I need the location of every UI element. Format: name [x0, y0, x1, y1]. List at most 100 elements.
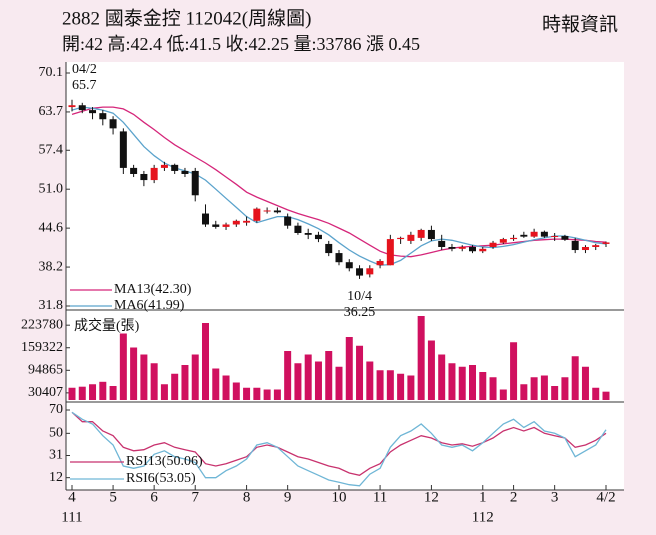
- x-tick-label: 10: [332, 489, 347, 505]
- bar: [109, 386, 117, 400]
- y-tick-label: 159322: [21, 340, 63, 355]
- bar: [140, 354, 148, 400]
- y-tick-label: 63.7: [39, 104, 64, 119]
- line-series: [71, 411, 607, 476]
- bar: [273, 389, 281, 400]
- bar: [345, 337, 353, 400]
- annotation-date: 10/4: [347, 289, 372, 304]
- candle-body: [243, 220, 251, 223]
- x-tick-label: 1: [479, 489, 487, 505]
- bar: [263, 389, 271, 400]
- candle-body: [140, 173, 148, 181]
- bar: [561, 377, 569, 400]
- candle-body: [109, 119, 117, 129]
- bar: [427, 340, 435, 400]
- candle-body: [263, 210, 271, 212]
- x-tick-label: 4: [68, 489, 76, 505]
- bar: [68, 387, 76, 400]
- x-year-label: 111: [61, 509, 82, 525]
- bar: [335, 366, 343, 400]
- source: 時報資訊: [542, 13, 618, 35]
- candle-body: [253, 208, 261, 221]
- candle-body: [202, 213, 209, 225]
- candle-body: [181, 170, 189, 174]
- bar: [489, 377, 497, 400]
- y-tick-label: 38.2: [39, 259, 64, 274]
- y-tick-label: 30407: [28, 385, 63, 400]
- candle-body: [232, 220, 240, 225]
- x-tick-label: 8: [243, 489, 251, 505]
- candle-body: [212, 224, 220, 227]
- candle-body: [356, 268, 364, 276]
- y-tick-label: 12: [49, 470, 63, 485]
- bar: [314, 361, 322, 400]
- bar: [499, 389, 507, 400]
- bar: [407, 375, 415, 400]
- bar: [232, 382, 240, 400]
- candle-body: [540, 231, 548, 237]
- bar: [530, 377, 538, 400]
- bar: [581, 366, 589, 400]
- candle-body: [99, 113, 107, 120]
- annotation-date: 04/2: [72, 62, 97, 77]
- annotation-value: 65.7: [72, 78, 97, 93]
- candle-body: [469, 246, 476, 252]
- bar: [253, 387, 261, 400]
- candle-body: [68, 105, 76, 108]
- candle-body: [561, 236, 569, 240]
- candle-body: [386, 239, 394, 266]
- bar: [386, 370, 394, 400]
- bar: [571, 356, 579, 400]
- legend-label: RSI13(50.06): [126, 454, 203, 469]
- y-tick-label: 31.8: [39, 298, 64, 313]
- bar: [304, 354, 312, 400]
- bar: [181, 365, 189, 400]
- bar: [119, 333, 127, 400]
- bar: [592, 387, 600, 400]
- bar: [602, 391, 610, 400]
- x-tick-label: 3: [551, 489, 559, 505]
- bar: [438, 354, 446, 400]
- bar: [510, 342, 518, 400]
- chart-title: 2882 國泰金控 112042(周線圖): [62, 7, 311, 29]
- candle-body: [581, 246, 589, 251]
- line-series: [71, 411, 607, 487]
- candle-body: [376, 260, 384, 266]
- y-tick-label: 51.0: [39, 181, 64, 196]
- candle-body: [171, 164, 179, 171]
- x-tick-label: 4/2: [596, 489, 615, 505]
- bar: [479, 372, 487, 400]
- candle-body: [458, 246, 466, 249]
- bar: [160, 384, 168, 400]
- candle-body: [499, 239, 507, 243]
- chart-subtitle: 開:42 高:42.4 低:41.5 收:42.25 量:33786 漲 0.4…: [62, 34, 420, 54]
- candle-body: [335, 253, 343, 263]
- candle-body: [571, 240, 579, 251]
- candle-body: [510, 237, 518, 240]
- candle-body: [325, 243, 333, 254]
- legend-label: MA13(42.30): [114, 282, 192, 297]
- candle-body: [489, 242, 497, 247]
- y-tick-label: 57.4: [39, 142, 64, 157]
- bar: [78, 386, 86, 400]
- x-tick-label: 6: [150, 489, 158, 505]
- candle-body: [130, 167, 138, 174]
- bar: [243, 387, 251, 400]
- y-tick-label: 70.1: [39, 65, 64, 80]
- candle-body: [438, 240, 446, 247]
- bar: [417, 316, 425, 400]
- candle-body: [520, 234, 528, 237]
- candle-body: [284, 216, 292, 226]
- candle-body: [273, 210, 281, 213]
- candle-body: [160, 164, 168, 168]
- bar: [171, 373, 179, 400]
- candle-body: [89, 110, 97, 114]
- legend-label: MA6(41.99): [114, 298, 185, 313]
- candle-body: [417, 229, 425, 238]
- candle-body: [304, 232, 312, 235]
- candle-body: [314, 234, 322, 240]
- bar: [325, 351, 333, 400]
- bar: [469, 365, 476, 400]
- y-tick-label: 44.6: [39, 220, 64, 235]
